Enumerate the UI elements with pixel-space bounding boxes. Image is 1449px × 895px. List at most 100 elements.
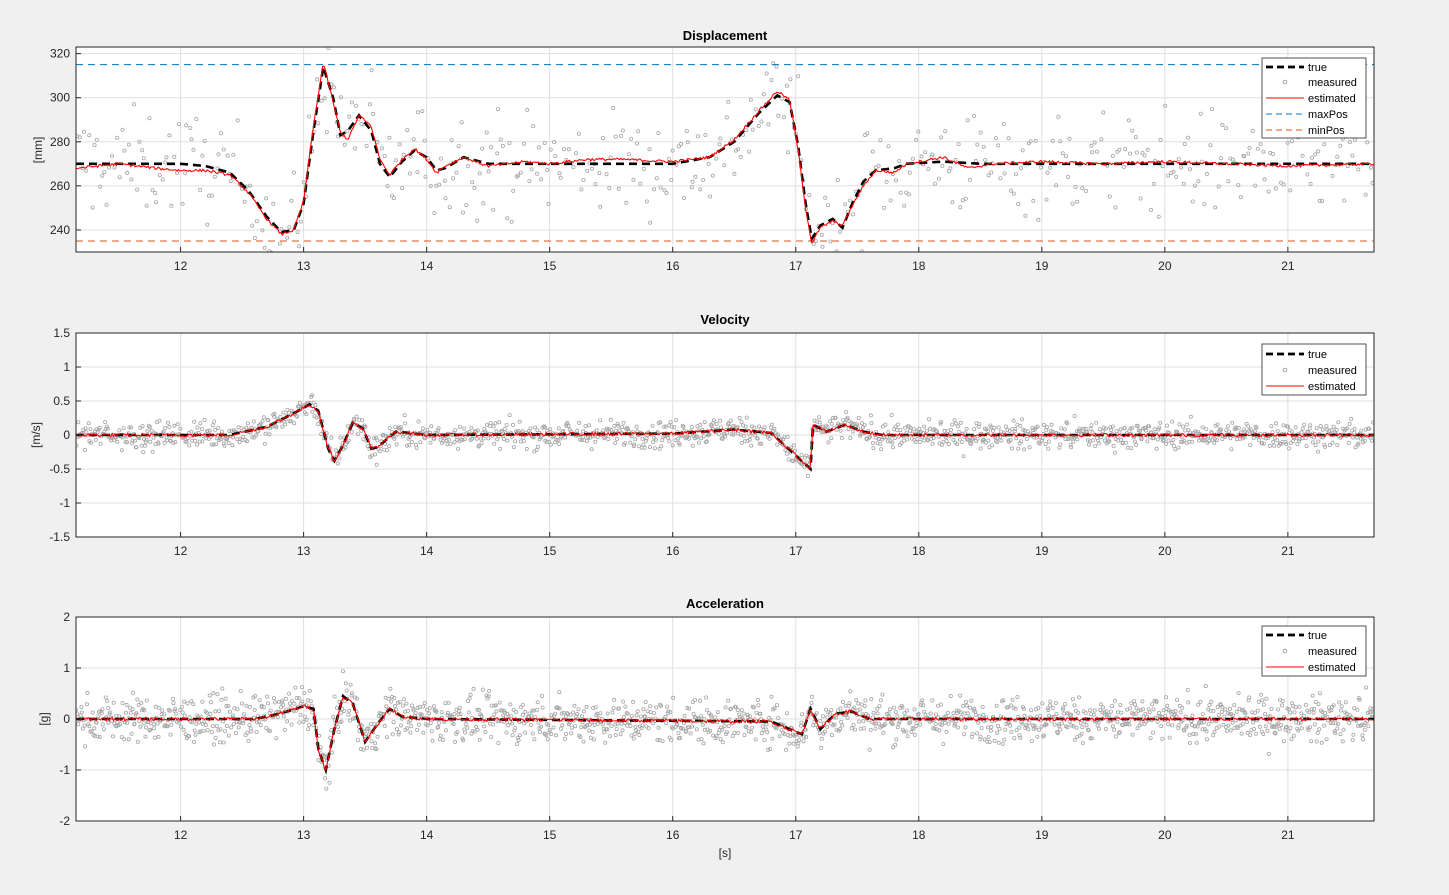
measured-point — [1087, 708, 1092, 713]
measured-point — [248, 183, 253, 188]
measured-point — [844, 409, 849, 414]
measured-point — [304, 412, 309, 417]
measured-point — [652, 711, 657, 716]
measured-point — [1072, 703, 1077, 708]
measured-point — [726, 724, 731, 729]
measured-point — [1140, 150, 1145, 155]
measured-point — [933, 722, 938, 727]
measured-point — [520, 429, 525, 434]
measured-point — [652, 446, 657, 451]
measured-point — [250, 435, 255, 440]
measured-point — [749, 730, 754, 735]
measured-point — [961, 703, 966, 708]
y-tick-label: 0 — [63, 428, 70, 442]
measured-point — [144, 203, 149, 208]
measured-point — [1070, 201, 1075, 206]
measured-point — [909, 729, 914, 734]
measured-point — [219, 429, 224, 434]
measured-point — [127, 425, 132, 430]
measured-point — [840, 723, 845, 728]
measured-point — [1264, 696, 1269, 701]
measured-point — [1218, 429, 1223, 434]
measured-point — [522, 141, 527, 146]
measured-point — [96, 714, 101, 719]
measured-point — [632, 732, 637, 737]
measured-point — [257, 698, 262, 703]
measured-point — [1165, 423, 1170, 428]
measured-point — [517, 733, 522, 738]
measured-point — [870, 440, 875, 445]
measured-point — [1337, 700, 1342, 705]
measured-point — [361, 747, 366, 752]
measured-point — [768, 718, 773, 723]
measured-point — [1330, 440, 1335, 445]
measured-point — [175, 422, 180, 427]
measured-point — [375, 734, 380, 739]
measured-point — [363, 424, 368, 429]
measured-point — [829, 421, 834, 426]
measured-point — [1080, 725, 1085, 730]
x-tick-label: 16 — [666, 544, 680, 558]
measured-point — [1322, 723, 1327, 728]
measured-point — [120, 127, 125, 132]
measured-point — [1073, 184, 1078, 189]
measured-point — [1164, 441, 1169, 446]
measured-point — [694, 727, 699, 732]
measured-point — [400, 186, 405, 191]
measured-point — [397, 700, 402, 705]
measured-point — [545, 737, 550, 742]
measured-point — [736, 431, 741, 436]
measured-point — [1090, 150, 1095, 155]
measured-point — [919, 154, 924, 159]
measured-point — [820, 244, 825, 249]
measured-point — [696, 428, 701, 433]
measured-point — [1342, 198, 1347, 203]
measured-point — [604, 172, 609, 177]
measured-point — [961, 454, 966, 459]
measured-point — [1063, 702, 1068, 707]
measured-point — [433, 708, 438, 713]
measured-point — [1239, 731, 1244, 736]
measured-point — [612, 697, 617, 702]
measured-point — [419, 712, 424, 717]
measured-point — [748, 97, 753, 102]
measured-point — [996, 740, 1001, 745]
measured-point — [523, 709, 528, 714]
measured-point — [404, 443, 409, 448]
x-tick-label: 15 — [543, 544, 557, 558]
measured-point — [496, 107, 501, 112]
measured-point — [462, 437, 467, 442]
measured-point — [978, 737, 983, 742]
x-tick-label: 19 — [1035, 259, 1049, 273]
measured-point — [492, 703, 497, 708]
measured-point — [783, 448, 788, 453]
measured-point — [1147, 710, 1152, 715]
measured-point — [1152, 427, 1157, 432]
measured-point — [575, 712, 580, 717]
measured-point — [1099, 137, 1104, 142]
measured-point — [97, 735, 102, 740]
measured-point — [579, 725, 584, 730]
measured-point — [400, 434, 405, 439]
measured-point — [939, 723, 944, 728]
x-tick-label: 19 — [1035, 828, 1049, 842]
measured-point — [1208, 435, 1213, 440]
measured-point — [581, 739, 586, 744]
measured-point — [1310, 693, 1315, 698]
measured-point — [502, 437, 507, 442]
measured-point — [397, 142, 402, 147]
measured-point — [682, 713, 687, 718]
measured-point — [609, 724, 614, 729]
measured-point — [535, 444, 540, 449]
measured-point — [298, 712, 303, 717]
measured-point — [1209, 699, 1214, 704]
measured-point — [1263, 712, 1268, 717]
measured-point — [984, 440, 989, 445]
measured-point — [1131, 711, 1136, 716]
measured-point — [844, 713, 849, 718]
measured-point — [472, 729, 477, 734]
measured-point — [786, 457, 791, 462]
measured-point — [221, 740, 226, 745]
measured-point — [1106, 713, 1111, 718]
x-tick-label: 14 — [420, 828, 434, 842]
